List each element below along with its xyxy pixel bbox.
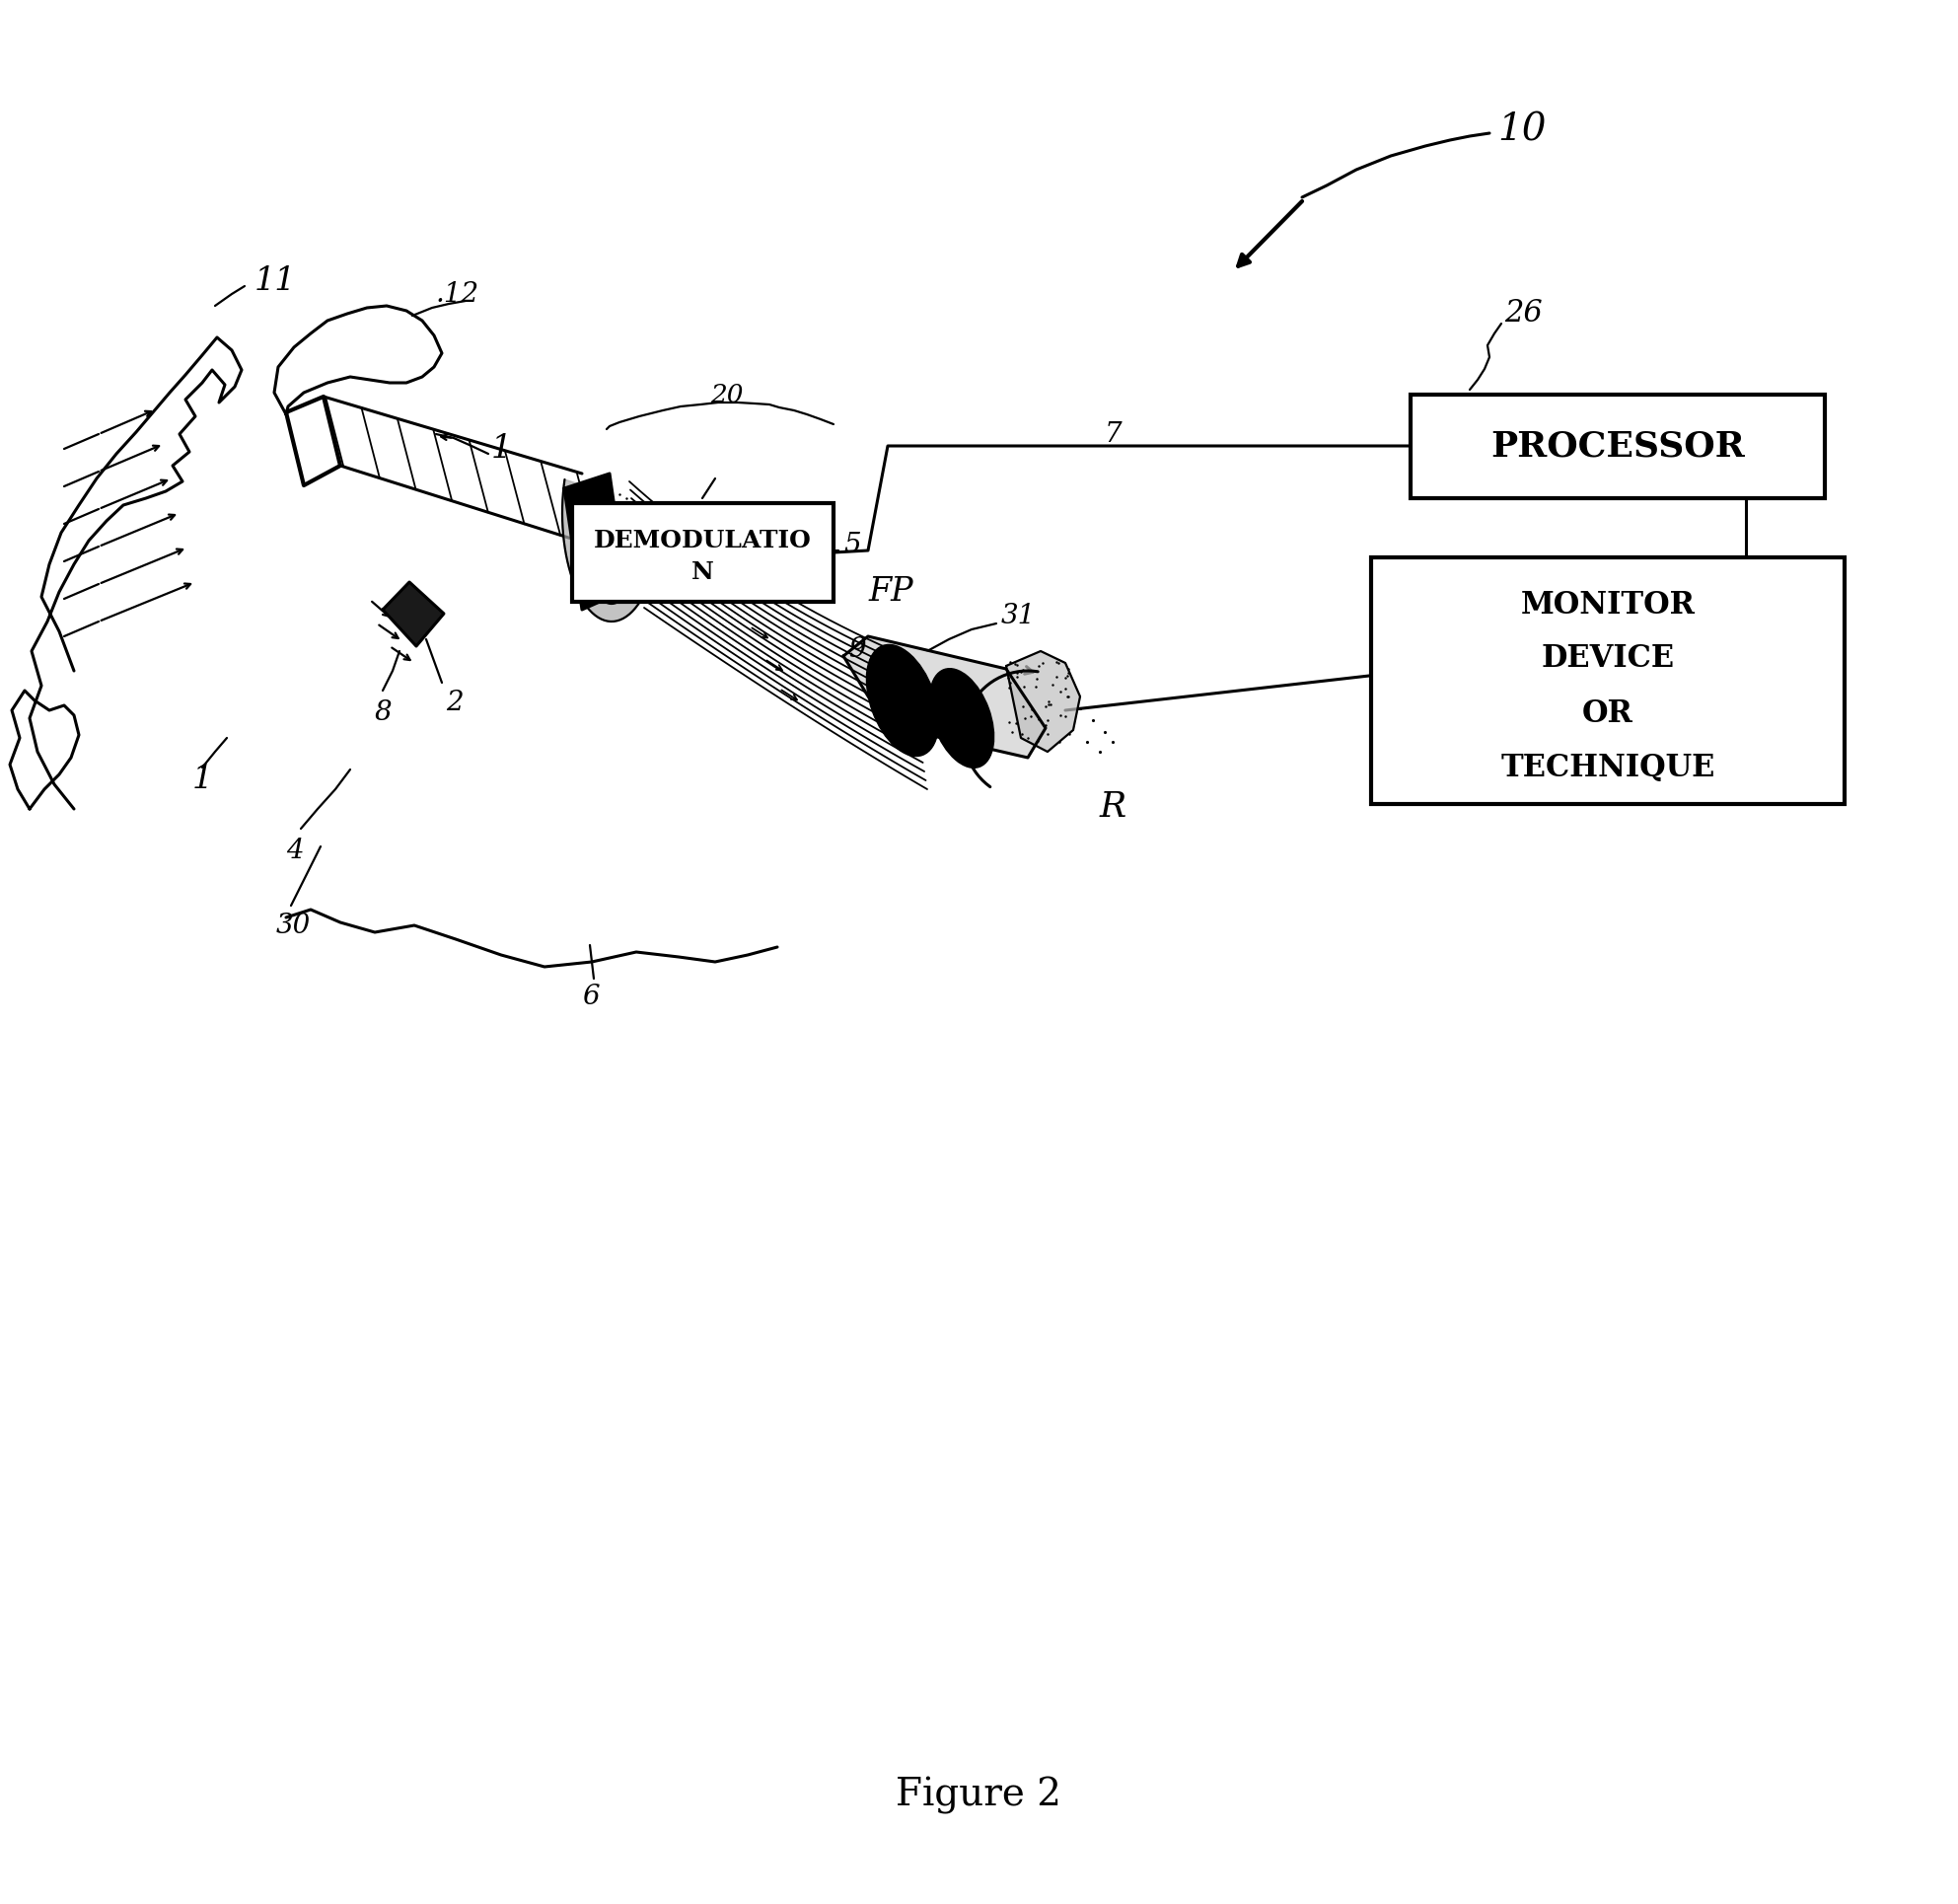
Text: TECHNIQUE: TECHNIQUE	[1500, 752, 1715, 783]
Text: 9: 9	[848, 636, 865, 663]
Text: 11: 11	[255, 265, 296, 297]
Text: OR: OR	[1582, 699, 1633, 729]
FancyBboxPatch shape	[572, 503, 834, 602]
Text: 4: 4	[286, 838, 303, 864]
Text: 10: 10	[1498, 112, 1547, 149]
Text: 20: 20	[711, 383, 744, 407]
Text: 5: 5	[844, 531, 862, 558]
Text: 6: 6	[582, 982, 599, 1009]
Text: 26: 26	[1504, 299, 1543, 329]
Text: 30: 30	[276, 912, 311, 939]
FancyBboxPatch shape	[1371, 558, 1844, 803]
Text: DEVICE: DEVICE	[1541, 644, 1674, 674]
FancyBboxPatch shape	[1410, 394, 1825, 499]
Text: FP: FP	[867, 577, 912, 607]
Text: PROCESSOR: PROCESSOR	[1490, 430, 1745, 463]
Text: MONITOR: MONITOR	[1521, 590, 1696, 621]
Text: Figure 2: Figure 2	[895, 1776, 1061, 1815]
Text: 1: 1	[192, 764, 213, 796]
Polygon shape	[1006, 651, 1081, 752]
Polygon shape	[382, 583, 444, 645]
Polygon shape	[562, 480, 640, 621]
Text: 31: 31	[1001, 604, 1036, 630]
Ellipse shape	[930, 668, 995, 767]
Text: R: R	[1100, 790, 1126, 824]
Text: 8: 8	[374, 699, 392, 725]
Ellipse shape	[867, 645, 938, 756]
Text: DEMODULATIO: DEMODULATIO	[593, 529, 813, 552]
Polygon shape	[564, 474, 627, 609]
Text: 1: 1	[491, 432, 513, 465]
Text: 7: 7	[1104, 421, 1122, 447]
Text: N: N	[691, 560, 715, 585]
Text: .12: .12	[437, 280, 480, 307]
Text: 2: 2	[446, 689, 464, 716]
Polygon shape	[844, 636, 1046, 758]
